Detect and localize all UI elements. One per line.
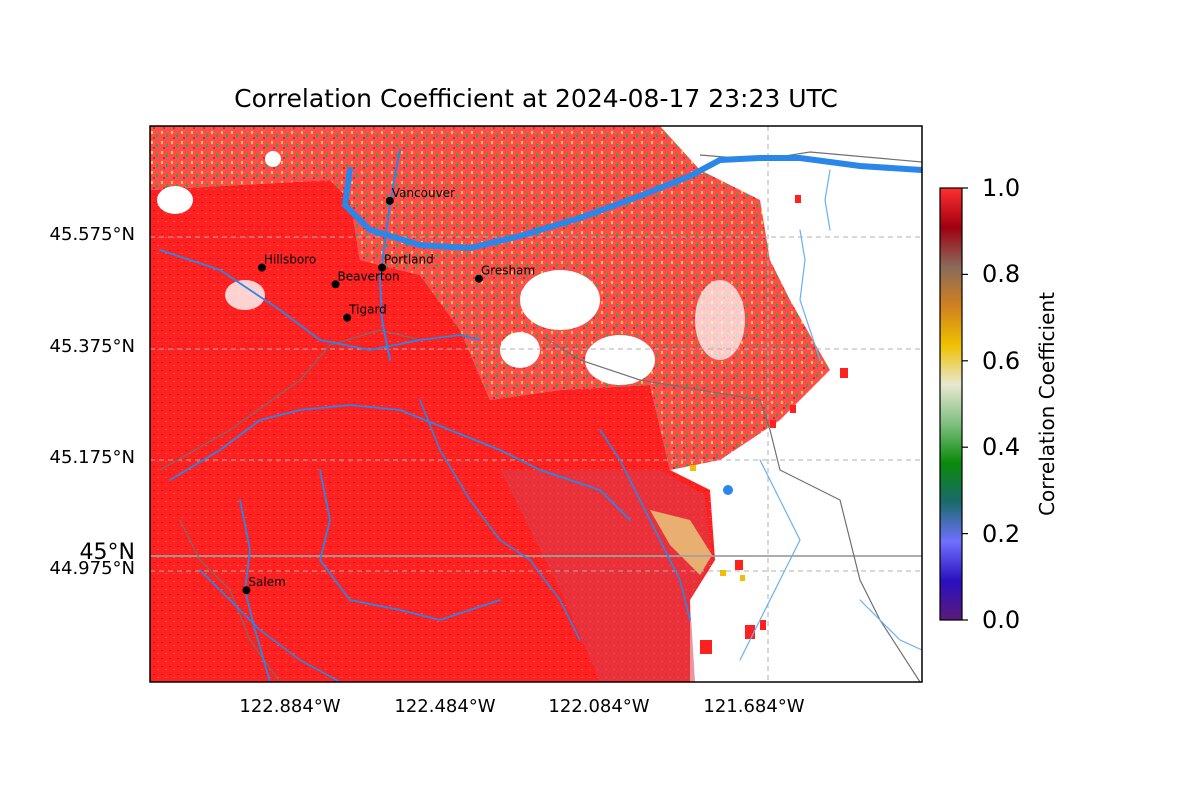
lon-label-122-084: 122.084°W	[548, 696, 650, 717]
city-label: Hillsboro	[264, 253, 316, 267]
colorbar-tick-0-4: 0.4	[982, 433, 1021, 461]
colorbar-tick-0-0: 0.0	[982, 606, 1021, 634]
lon-label-122-884: 122.884°W	[239, 696, 341, 717]
lat-label-45-575: 45.575°N	[49, 224, 135, 245]
colorbar-tick-1-0: 1.0	[982, 174, 1021, 202]
colorbar-tick-0-8: 0.8	[982, 260, 1021, 288]
city-label: Beaverton	[338, 269, 400, 283]
city-label: Vancouver	[392, 186, 455, 200]
city-dot	[331, 280, 340, 289]
colorbar-tick-0-6: 0.6	[982, 347, 1021, 375]
city-dot	[385, 196, 394, 205]
lat-label-45-375: 45.375°N	[49, 336, 135, 357]
lat-label-45-175: 45.175°N	[49, 447, 135, 468]
lon-label-121-684: 121.684°W	[703, 696, 805, 717]
city-label: Gresham	[481, 264, 535, 278]
lat-label-45-major: 45°N	[79, 540, 135, 565]
colorbar	[939, 187, 968, 621]
map-title: Correlation Coefficient at 2024-08-17 23…	[234, 84, 838, 113]
city-dot	[378, 263, 387, 272]
colorbar-label: Correlation Coefficient	[1035, 292, 1059, 516]
city-dot	[257, 263, 266, 272]
city-label: Portland	[384, 253, 434, 267]
city-label: Tigard	[348, 303, 387, 317]
radar-echo-layer	[150, 126, 922, 682]
city-dot	[343, 313, 352, 322]
lat-label-44-975: 44.975°N	[49, 558, 135, 579]
city-dot	[242, 586, 251, 595]
city-dot	[474, 274, 483, 283]
city-markers: Vancouver Portland Hillsboro Beaverton Gresh…	[242, 186, 535, 595]
colorbar-tick-0-2: 0.2	[982, 520, 1021, 548]
lon-label-122-484: 122.484°W	[394, 696, 496, 717]
map-frame	[149, 125, 923, 683]
city-label: Salem	[248, 575, 285, 589]
